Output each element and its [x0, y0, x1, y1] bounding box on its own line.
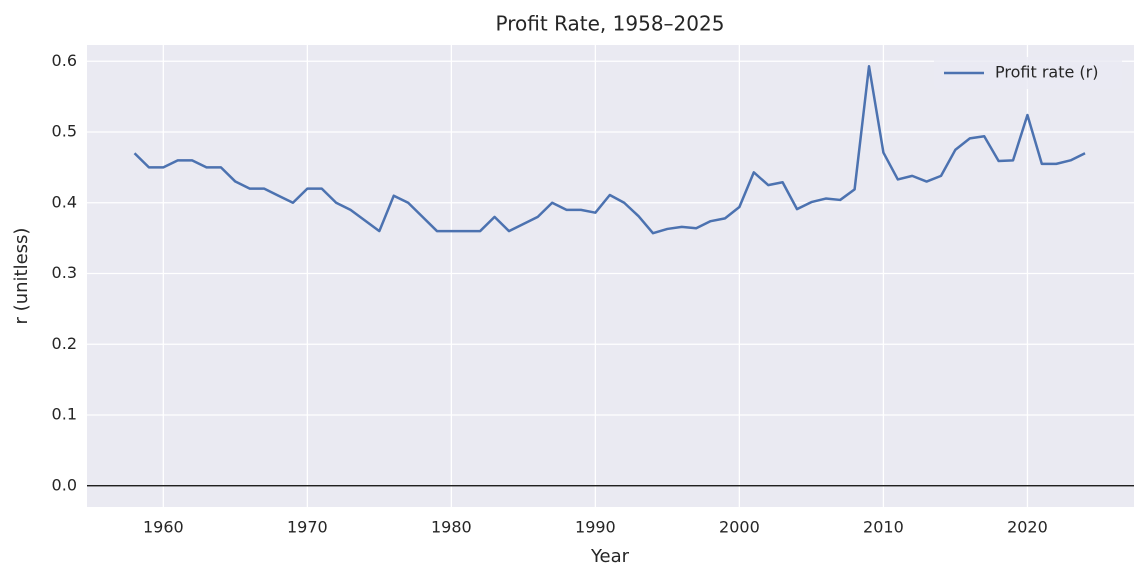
x-tick-label: 2000 [719, 518, 760, 537]
y-tick-label: 0.0 [52, 475, 77, 494]
y-tick-label: 0.3 [52, 263, 77, 282]
legend-box [934, 57, 1122, 89]
y-tick-label: 0.4 [52, 192, 77, 211]
x-tick-label: 1960 [143, 518, 184, 537]
y-tick-label: 0.2 [52, 334, 77, 353]
line [133, 64, 1086, 235]
x-tick-label: 1980 [431, 518, 472, 537]
x-tick-label: 1970 [287, 518, 328, 537]
y-axis-label: r (unitless) [11, 228, 32, 325]
y-tick-label: 0.6 [52, 51, 77, 70]
plot-background [87, 45, 1134, 507]
x-tick-label: 1990 [575, 518, 616, 537]
x-axis-label: Year [590, 546, 630, 567]
x-tick-label: 2010 [863, 518, 904, 537]
y-tick-label: 0.5 [52, 122, 77, 141]
y-tick-label: 0.1 [52, 405, 77, 424]
chart-title: Profit Rate, 1958–2025 [496, 12, 725, 36]
legend-label: Profit rate (r) [995, 63, 1098, 82]
x-tick-label: 2020 [1007, 518, 1048, 537]
